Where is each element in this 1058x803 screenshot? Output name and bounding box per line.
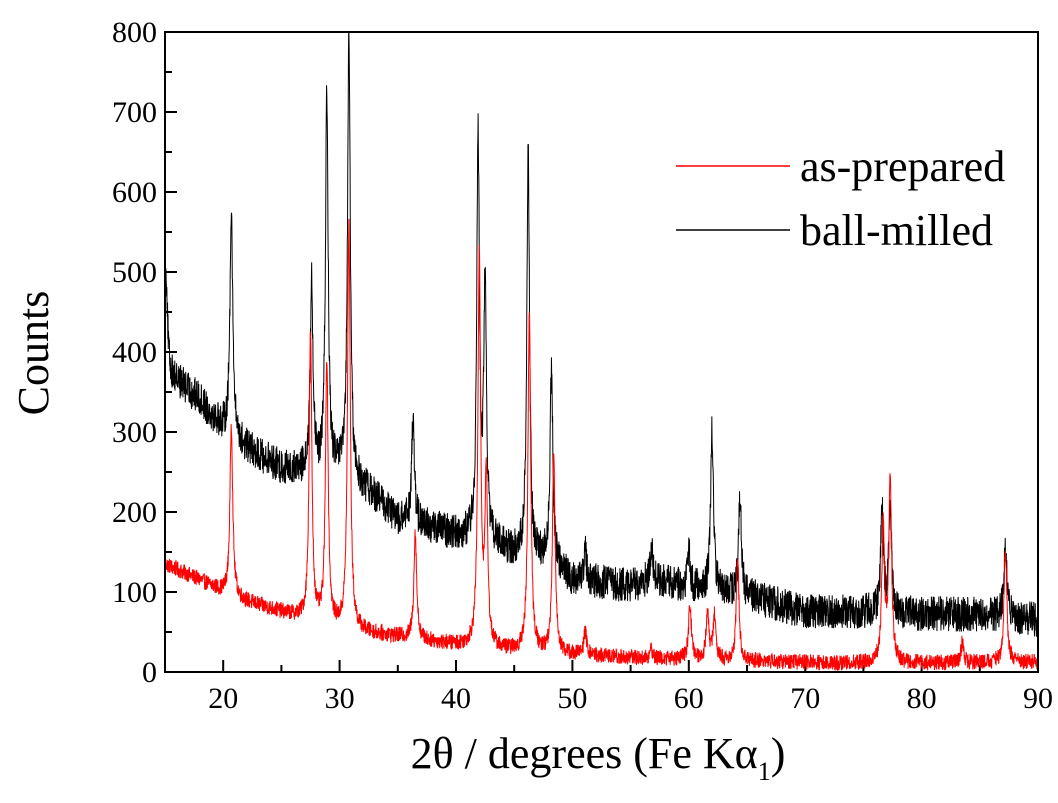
y-tick-label: 100 <box>112 576 157 609</box>
x-tick-label: 30 <box>325 682 355 715</box>
legend: as-prepared ball-milled <box>676 142 1005 255</box>
y-axis-ticks: 0 100 200 300 400 500 600 700 800 <box>112 16 177 689</box>
y-axis-title: Counts <box>9 291 58 416</box>
x-tick-label: 70 <box>790 682 820 715</box>
y-tick-label: 600 <box>112 176 157 209</box>
y-tick-label: 200 <box>112 496 157 529</box>
y-tick-label: 800 <box>112 16 157 49</box>
x-axis-title-main: 2θ / degrees (Fe Kα <box>411 729 758 778</box>
series-line-ball-milled <box>164 31 1039 637</box>
x-tick-label: 50 <box>557 682 587 715</box>
x-tick-label: 40 <box>441 682 471 715</box>
x-axis-title: 2θ / degrees (Fe Kα1) <box>411 729 786 786</box>
series-line-as-prepared <box>164 218 1039 672</box>
x-tick-label: 20 <box>208 682 238 715</box>
x-axis-title-subscript: 1 <box>758 757 771 786</box>
legend-label-as-prepared: as-prepared <box>800 142 1005 191</box>
y-tick-label: 400 <box>112 336 157 369</box>
y-tick-label: 500 <box>112 256 157 289</box>
y-tick-label: 300 <box>112 416 157 449</box>
x-tick-label: 80 <box>907 682 937 715</box>
x-tick-label: 90 <box>1023 682 1053 715</box>
legend-label-ball-milled: ball-milled <box>800 206 993 255</box>
x-axis-title-suffix: ) <box>771 729 786 778</box>
x-tick-label: 60 <box>674 682 704 715</box>
y-tick-label: 700 <box>112 96 157 129</box>
y-tick-label: 0 <box>142 656 157 689</box>
x-axis-ticks: 20 30 40 50 60 70 80 90 <box>164 660 1053 715</box>
plot-area-frame <box>164 31 1039 673</box>
series-layer <box>164 31 1039 672</box>
